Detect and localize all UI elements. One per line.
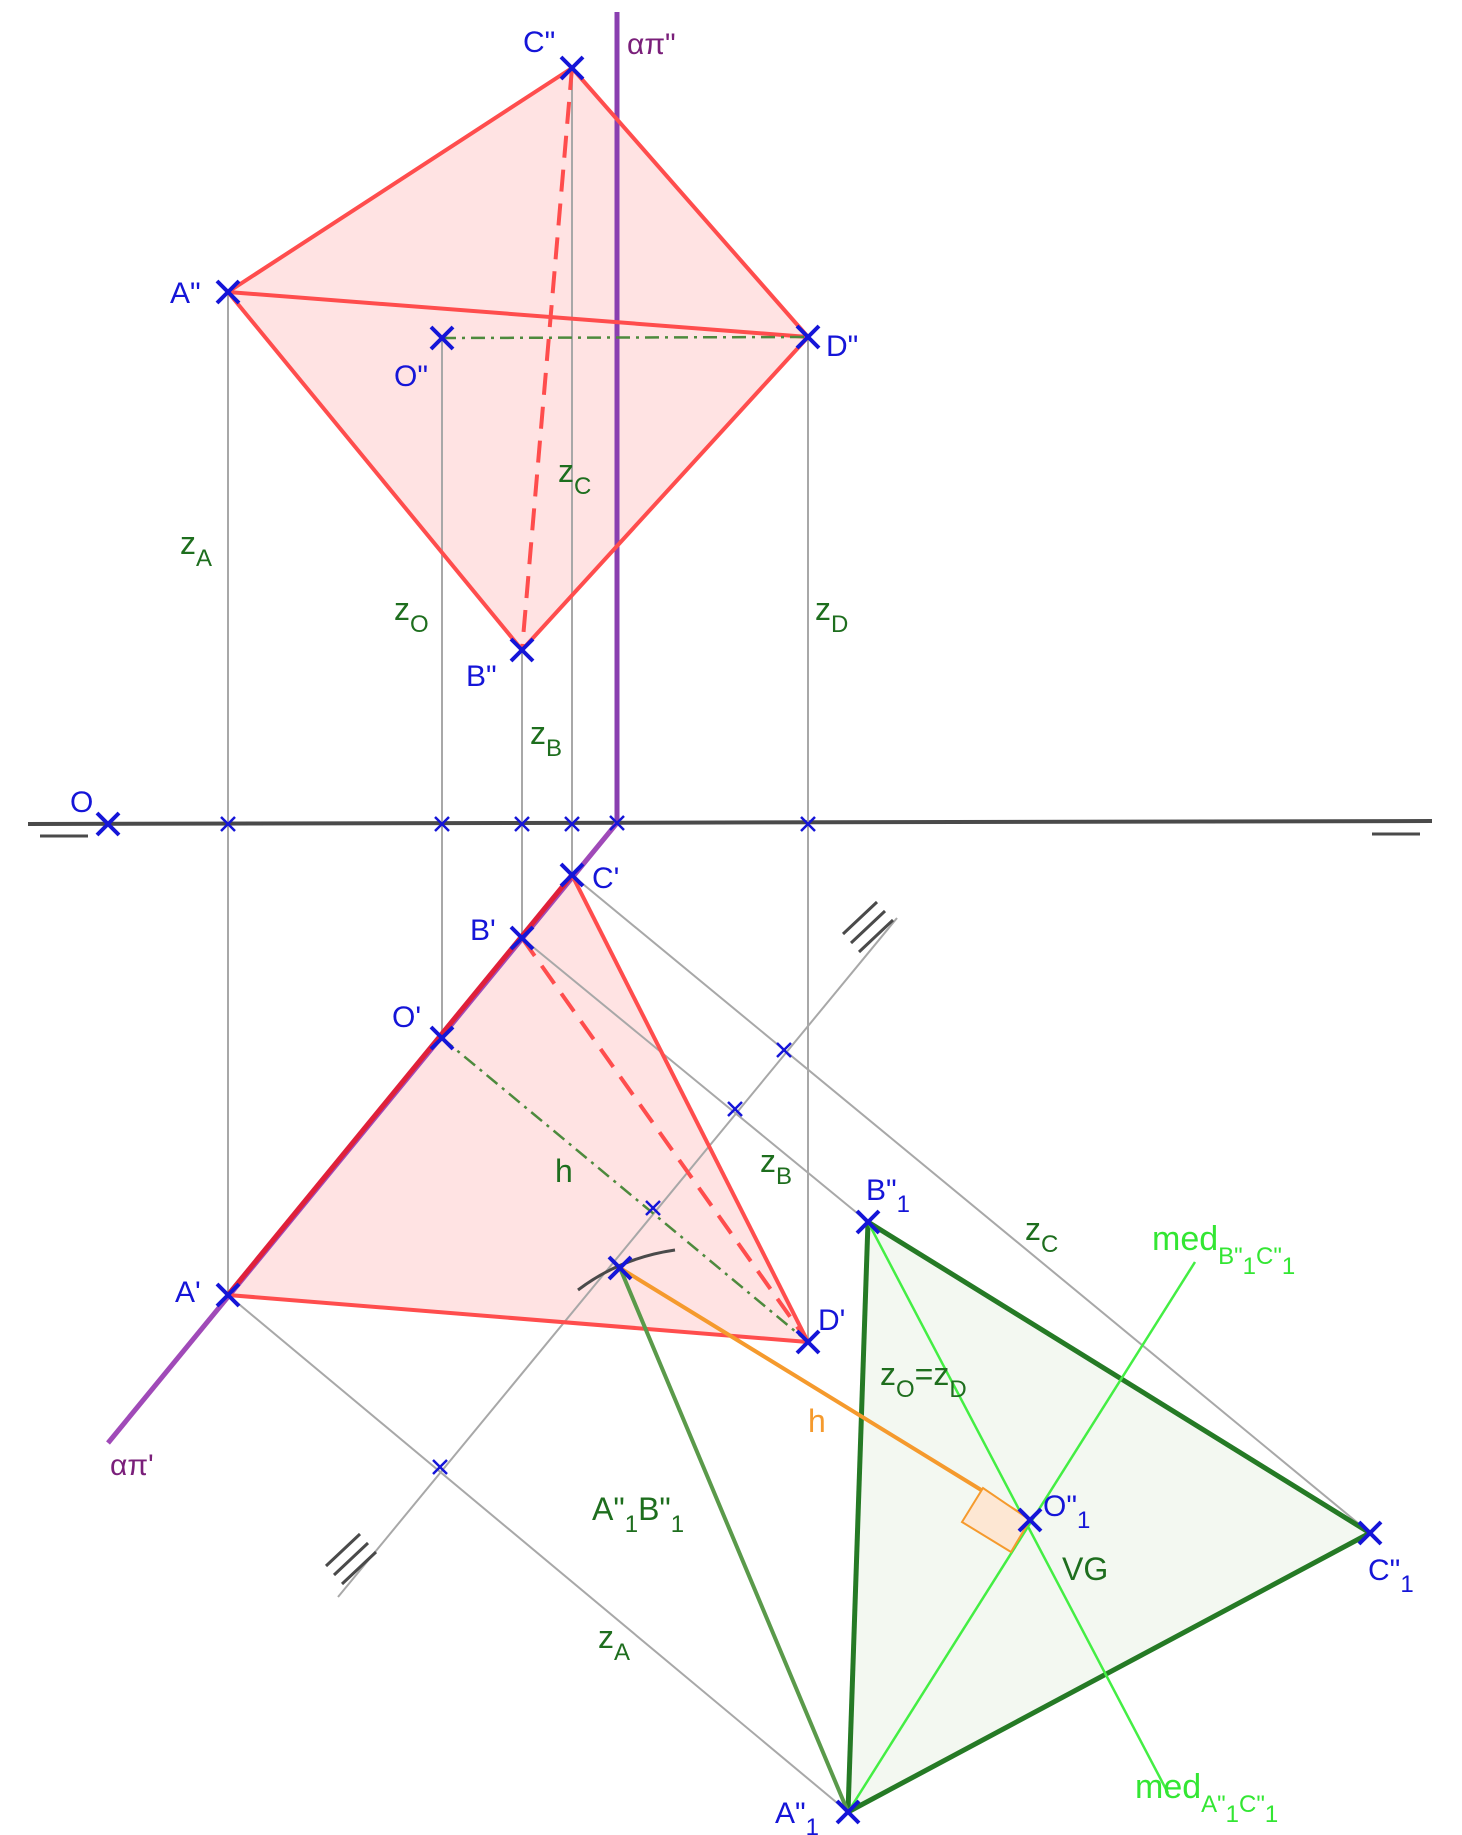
true-size-vg-label: VG bbox=[1062, 1551, 1108, 1587]
height-label-zC-bottom: zC bbox=[1025, 1211, 1058, 1258]
label-A-true-size: A"1 bbox=[775, 1797, 819, 1835]
label-A2: A" bbox=[170, 277, 201, 310]
vertical-projection-face-fill bbox=[228, 68, 808, 650]
height-label-zO-top: zO bbox=[394, 591, 429, 638]
label-D2: D" bbox=[826, 330, 858, 363]
height-label-zD-top: zD bbox=[815, 591, 848, 638]
median-label-a1c1: medA"1C"1 bbox=[1135, 1768, 1278, 1828]
edge-label-a1b1: A"1B"1 bbox=[592, 1491, 684, 1538]
height-label-zB-top: zB bbox=[530, 715, 562, 762]
label-A1: A' bbox=[175, 1276, 201, 1309]
label-C-true-size: C"1 bbox=[1368, 1554, 1414, 1598]
label-O1: O' bbox=[392, 1001, 421, 1034]
alpha-horizontal-trace-label: απ' bbox=[110, 1449, 154, 1482]
ground-line bbox=[28, 821, 1432, 836]
label-O2: O" bbox=[394, 360, 428, 393]
alpha-vertical-trace-label: απ" bbox=[627, 28, 676, 61]
label-C1: C' bbox=[592, 862, 619, 895]
h-label-distance: h bbox=[808, 1403, 826, 1439]
origin-label: O bbox=[70, 786, 93, 819]
true-size-face-fill bbox=[848, 1222, 1370, 1812]
height-label-zB-bottom: zB bbox=[760, 1143, 792, 1190]
label-B2: B" bbox=[466, 660, 497, 693]
label-C2: C" bbox=[523, 26, 555, 59]
label-D1: D' bbox=[818, 1304, 845, 1337]
h-label-horizontal-line: h bbox=[555, 1153, 573, 1189]
median-label-b1c1: medB"1C"1 bbox=[1152, 1220, 1295, 1280]
height-label-zA-top: zA bbox=[180, 525, 212, 572]
label-B-true-size: B"1 bbox=[866, 1174, 910, 1218]
label-B1: B' bbox=[470, 914, 496, 947]
